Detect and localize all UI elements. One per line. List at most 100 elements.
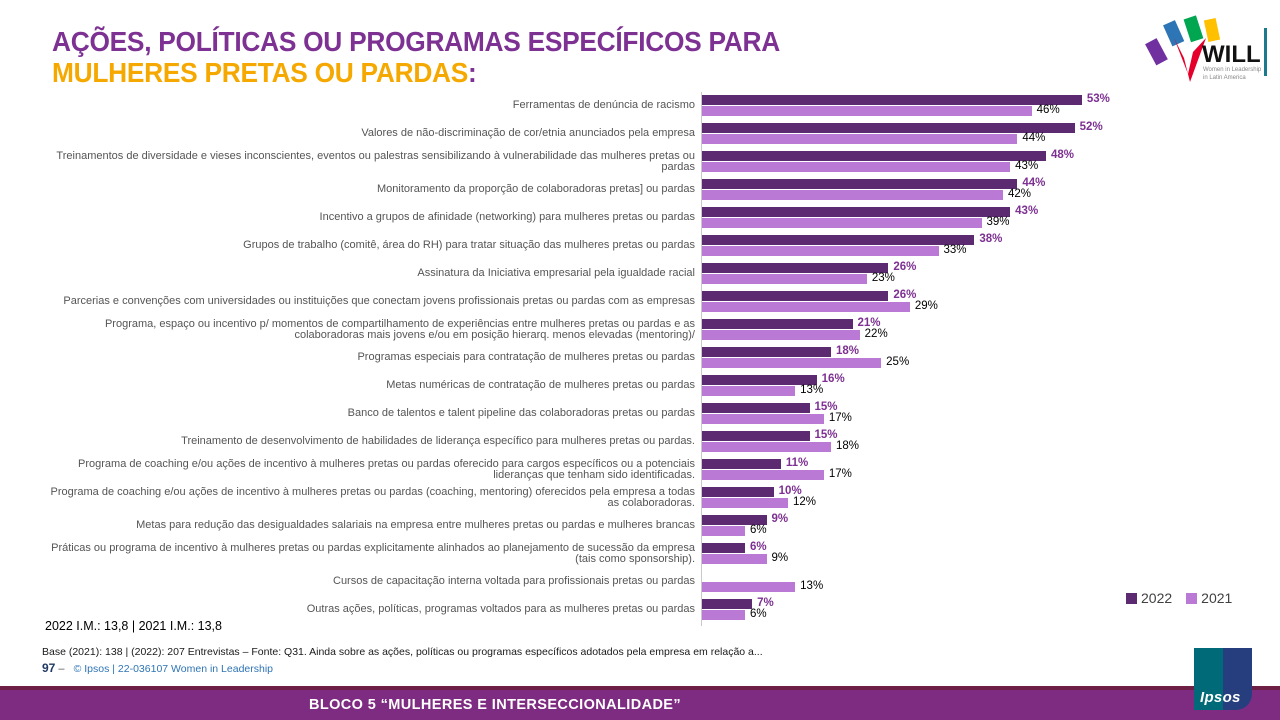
value-label-2022: 43%: [1015, 205, 1039, 217]
row-bars: 26% 23%: [701, 261, 1141, 285]
will-logo: WILL Women in Leadership in Latin Americ…: [1140, 10, 1266, 84]
will-logo-sub2: in Latin America: [1203, 75, 1246, 81]
category-label: Programas especiais para contratação de …: [357, 351, 695, 364]
chart-row: Metas numéricas de contratação de mulher…: [40, 372, 1180, 400]
bar-2021: [702, 134, 1018, 144]
bar-2022: [702, 515, 767, 525]
im-note: 2022 I.M.: 13,8 | 2021 I.M.: 13,8: [45, 619, 222, 633]
category-label: Incentivo a grupos de afinidade (network…: [319, 211, 695, 224]
chart-row: Outras ações, políticas, programas volta…: [40, 596, 1180, 624]
ipsos-credit: © Ipsos | 22-036107 Women in Leadership: [73, 663, 274, 675]
row-bars: 52% 44%: [701, 121, 1141, 145]
category-label: Parcerias e convenções com universidades…: [63, 295, 695, 308]
row-bars: 11% 17%: [701, 457, 1141, 481]
value-label-2021: 42%: [1008, 188, 1032, 200]
row-bars: 6% 9%: [701, 541, 1141, 565]
chart-axis-line: [701, 92, 702, 626]
row-bars: 10% 12%: [701, 485, 1141, 509]
value-label-2021: 39%: [986, 216, 1010, 228]
bar-2021: [702, 274, 867, 284]
value-label-2022: 16%: [821, 373, 845, 385]
chart-row: Assinatura da Iniciativa empresarial pel…: [40, 260, 1180, 288]
bar-2022: [702, 347, 831, 357]
bar-2022: [702, 235, 975, 245]
value-label-2021: 29%: [914, 300, 938, 312]
chart-row: Metas para redução das desigualdades sal…: [40, 512, 1180, 540]
value-label-2022: 52%: [1079, 121, 1103, 133]
legend-label-2021: 2021: [1201, 590, 1233, 606]
bar-chart: Ferramentas de denúncia de racismo 53% 46%…: [40, 92, 1180, 624]
category-label: Valores de não-discriminação de cor/etni…: [361, 127, 695, 140]
row-bars: 53% 46%: [701, 93, 1141, 117]
category-label: Programa de coaching e/ou ações de incen…: [50, 485, 696, 509]
chart-row: Programa de coaching e/ou ações de incen…: [40, 456, 1180, 484]
bar-2021: [702, 106, 1032, 116]
row-bars: 44% 42%: [701, 177, 1141, 201]
value-label-2022: 11%: [785, 457, 809, 469]
bar-2022: [702, 599, 753, 609]
teal-accent-bar: [1264, 28, 1267, 76]
value-label-2021: 46%: [1036, 104, 1060, 116]
bar-2021: [702, 498, 788, 508]
category-label: Cursos de capacitação interna voltada pa…: [333, 575, 695, 588]
value-label-2022: 26%: [893, 289, 917, 301]
chart-rows: Ferramentas de denúncia de racismo 53% 46%…: [40, 92, 1180, 624]
category-label: Práticas ou programa de incentivo à mulh…: [51, 541, 695, 565]
bar-2022: [702, 263, 889, 273]
chart-row: Grupos de trabalho (comitê, área do RH) …: [40, 232, 1180, 260]
chart-row: Monitoramento da proporção de colaborado…: [40, 176, 1180, 204]
row-bars: 26% 29%: [701, 289, 1141, 313]
bar-2021: [702, 442, 831, 452]
chart-legend: 2022 2021: [1126, 590, 1232, 606]
value-label-2021: 6%: [750, 524, 767, 536]
bar-2021: [702, 218, 982, 228]
bar-2021: [702, 246, 939, 256]
value-label-2022: 15%: [814, 401, 838, 413]
value-label-2022: 10%: [778, 485, 802, 497]
credit-line: 97 – © Ipsos | 22-036107 Women in Leader…: [42, 661, 273, 675]
legend-item-2022: 2022: [1126, 590, 1172, 606]
bar-2021: [702, 330, 860, 340]
chart-row: Ferramentas de denúncia de racismo 53% 46%: [40, 92, 1180, 120]
value-label-2021: 17%: [828, 468, 852, 480]
value-label-2021: 9%: [771, 552, 789, 564]
bar-2021: [702, 470, 824, 480]
value-label-2022: 18%: [836, 345, 860, 357]
bar-2022: [702, 403, 810, 413]
chart-row: Programa, espaço ou incentivo p/ momento…: [40, 316, 1180, 344]
legend-swatch-2022-icon: [1126, 592, 1137, 604]
category-label: Metas para redução das desigualdades sal…: [136, 519, 695, 532]
row-bars: 43% 39%: [701, 205, 1141, 229]
row-bars: 38% 33%: [701, 233, 1141, 257]
value-label-2021: 25%: [886, 356, 910, 368]
footer-banner-text: BLOCO 5 “MULHERES E INTERSECCIONALIDADE”: [308, 697, 682, 713]
bar-2021: [702, 610, 745, 620]
row-bars: 9% 6%: [701, 513, 1141, 537]
ipsos-logo: Ipsos: [1194, 648, 1252, 710]
value-label-2021: 17%: [828, 412, 852, 424]
chart-row: Programas especiais para contratação de …: [40, 344, 1180, 372]
bar-2022: [702, 207, 1011, 217]
category-label: Assinatura da Iniciativa empresarial pel…: [417, 267, 695, 280]
value-label-2022: 6%: [750, 541, 767, 553]
chart-row: Banco de talentos e talent pipeline das …: [40, 400, 1180, 428]
bar-2021: [702, 414, 824, 424]
legend-swatch-2021-icon: [1186, 592, 1198, 604]
bar-2021: [702, 162, 1011, 172]
page-number: 97: [42, 661, 56, 675]
row-bars: 48% 43%: [701, 149, 1141, 173]
bar-2022: [702, 179, 1018, 189]
legend-item-2021: 2021: [1186, 590, 1232, 606]
chart-row: Valores de não-discriminação de cor/etni…: [40, 120, 1180, 148]
chart-row: Cursos de capacitação interna voltada pa…: [40, 568, 1180, 596]
bar-2021: [702, 526, 745, 536]
legend-label-2022: 2022: [1141, 590, 1173, 606]
footer-band: BLOCO 5 “MULHERES E INTERSECCIONALIDADE”: [0, 686, 1280, 720]
category-label: Programa, espaço ou incentivo p/ momento…: [104, 317, 695, 341]
row-bars: 15% 18%: [701, 429, 1141, 453]
will-logo-figures: WILL Women in Leadership in Latin Americ…: [1145, 15, 1262, 82]
chart-row: Práticas ou programa de incentivo à mulh…: [40, 540, 1180, 568]
bar-2022: [702, 123, 1075, 133]
bar-2021: [702, 302, 910, 312]
bar-2022: [702, 459, 781, 469]
